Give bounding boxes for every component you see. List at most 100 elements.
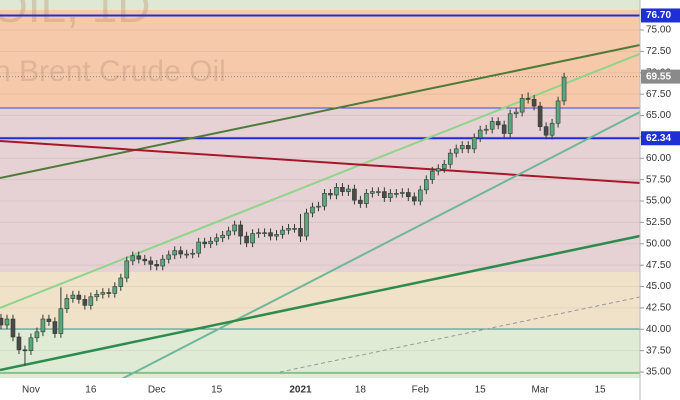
candle-body	[46, 318, 52, 322]
candle-body	[316, 205, 321, 208]
candle-body	[178, 250, 183, 255]
trend-line	[0, 44, 640, 179]
candle-body	[382, 191, 387, 198]
candle-body	[94, 293, 100, 298]
candle-body	[334, 187, 339, 196]
axes: 35.00 37.50 40.00 42.50 45.00 47.50 50.00 52.50…	[22, 8, 680, 396]
candle-body	[76, 294, 82, 300]
candle-body	[88, 296, 94, 306]
candle-body	[238, 224, 243, 237]
x-tick-label: 15	[475, 385, 487, 396]
y-tick-label: 65.00	[646, 110, 671, 121]
candle-body	[154, 264, 160, 267]
candle-body	[34, 331, 40, 339]
candle-body	[340, 187, 345, 192]
y-tick-label: 42.50	[646, 303, 671, 314]
candle-body	[394, 193, 399, 195]
candle-body	[525, 98, 531, 100]
candle-body	[388, 193, 393, 198]
candle-body	[172, 250, 178, 256]
candle-body	[22, 349, 28, 352]
candle-body	[358, 199, 363, 204]
candle-body	[130, 255, 136, 262]
candle-body	[298, 228, 303, 237]
y-tick-label: 60.00	[646, 153, 671, 164]
candle-body	[495, 121, 501, 126]
zone	[0, 0, 640, 10]
candle-body	[286, 228, 291, 231]
time-axis-bg	[0, 378, 640, 400]
candle-body	[136, 255, 142, 260]
candle-body	[10, 318, 16, 338]
price-label: 62.34	[646, 133, 671, 144]
candle-body	[310, 206, 315, 214]
candle-body	[507, 113, 513, 134]
y-tick-label: 40.00	[646, 324, 671, 335]
candle-body	[250, 233, 255, 244]
x-tick-label: Dec	[148, 385, 166, 396]
zone	[0, 330, 640, 378]
candle-body	[208, 240, 213, 245]
y-tick-label: 75.00	[646, 25, 671, 36]
x-tick-label: 2021	[289, 385, 312, 396]
candle-body	[190, 252, 195, 255]
candle-body	[226, 230, 231, 236]
price-label-bg	[641, 8, 680, 23]
candle-body	[28, 337, 34, 351]
candle-body	[142, 258, 148, 262]
trend-line	[0, 140, 640, 184]
y-tick-label: 67.50	[646, 89, 671, 100]
candle-body	[328, 193, 333, 196]
candle-body	[429, 170, 435, 180]
candle-body	[531, 98, 537, 107]
candle-body	[453, 148, 459, 154]
candle-body	[477, 129, 483, 139]
candle-body	[555, 100, 561, 124]
candle-body	[346, 188, 351, 192]
candle-body	[124, 260, 130, 279]
candle-body	[70, 294, 76, 299]
price-label-bg	[641, 131, 680, 146]
candle-body	[322, 193, 327, 207]
y-tick-label: 72.50	[646, 46, 671, 57]
price-label: 69.55	[646, 71, 671, 82]
candle-body	[561, 76, 567, 102]
candle-body	[148, 260, 154, 265]
candle-body	[4, 318, 10, 326]
candle-body	[423, 179, 429, 191]
x-tick-label: Feb	[412, 385, 430, 396]
candle-body	[465, 145, 471, 150]
candle-body	[268, 232, 273, 237]
candle-body	[459, 145, 465, 150]
candle-body	[400, 192, 405, 194]
candle-body	[16, 336, 22, 351]
candle-body	[220, 234, 225, 239]
candle-body	[64, 298, 70, 310]
y-tick-label: 52.50	[646, 217, 671, 228]
candle-body	[435, 168, 441, 172]
x-tick-label: 16	[85, 385, 97, 396]
zone	[0, 272, 640, 330]
candles	[0, 72, 567, 366]
candle-body	[417, 189, 423, 202]
candle-body	[40, 318, 46, 333]
candle-body	[160, 258, 166, 267]
grid	[0, 14, 640, 373]
zone	[0, 108, 640, 272]
candle-body	[471, 137, 477, 150]
candle-body	[376, 191, 381, 193]
x-tick-label: 18	[355, 385, 367, 396]
candle-body	[184, 253, 189, 256]
candle-body	[406, 192, 411, 198]
trend-line	[121, 111, 640, 378]
candle-body	[412, 196, 417, 202]
y-tick-label: 50.00	[646, 238, 671, 249]
candle-body	[537, 105, 543, 127]
y-tick-label: 55.00	[646, 196, 671, 207]
price-axis-bg	[640, 0, 680, 400]
trend-line	[279, 296, 640, 373]
x-tick-label: Mar	[531, 385, 549, 396]
candle-body	[82, 299, 88, 306]
candle-body	[262, 232, 267, 234]
